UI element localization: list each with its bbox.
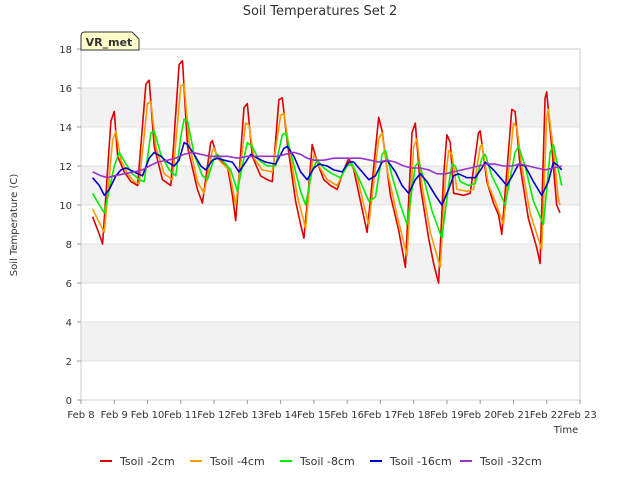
- x-tick-label: Feb 18: [397, 410, 431, 421]
- x-tick-label: Feb 10: [131, 410, 165, 421]
- y-tick-label: 2: [66, 357, 72, 368]
- legend-label: Tsoil -32cm: [479, 455, 542, 468]
- legend-label: Tsoil -2cm: [119, 455, 175, 468]
- y-tick-label: 4: [66, 318, 72, 329]
- grid-band: [81, 322, 580, 361]
- x-tick-label: Feb 23: [563, 410, 597, 421]
- series-line-tsoil-32cm: [92, 151, 562, 179]
- y-axis-label: Soil Temperature (C): [9, 174, 20, 277]
- x-tick-label: Feb 12: [197, 410, 231, 421]
- site-label-box: [80, 31, 140, 51]
- x-axis-label: Time: [553, 425, 578, 436]
- y-tick-label: 8: [66, 240, 72, 251]
- series-line-tsoil-2cm: [91, 59, 561, 284]
- legend-label: Tsoil -8cm: [299, 455, 355, 468]
- chart-title: Soil Temperatures Set 2: [243, 4, 398, 19]
- legend: Tsoil -2cm Tsoil -4cm Tsoil -8cm Tsoil -16c…: [100, 455, 542, 468]
- x-tick-label: Feb 17: [364, 410, 398, 421]
- grid-band: [81, 244, 580, 283]
- series-line-tsoil-16cm: [91, 141, 563, 206]
- site-label-text: VR_met: [86, 36, 133, 49]
- x-tick-label: Feb 19: [430, 410, 464, 421]
- y-tick-label: 0: [66, 396, 72, 407]
- x-tick-label: Feb 9: [101, 410, 128, 421]
- grid-band: [81, 88, 580, 127]
- x-tick-label: Feb 8: [67, 410, 94, 421]
- y-tick-label: 16: [59, 84, 72, 95]
- y-tick-label: 10: [59, 201, 72, 212]
- x-axis-ticks: Feb 8 Feb 9 Feb 10 Feb 11 Feb 12 Feb 13 Feb 14…: [67, 400, 597, 421]
- series-lines: [91, 59, 563, 284]
- site-label-badge: VR_met: [80, 31, 140, 51]
- x-tick-label: Feb 20: [463, 410, 497, 421]
- legend-label: Tsoil -16cm: [389, 455, 452, 468]
- y-tick-label: 14: [59, 123, 72, 134]
- x-tick-label: Feb 14: [264, 410, 298, 421]
- y-tick-label: 18: [59, 45, 72, 56]
- x-tick-label: Feb 22: [530, 410, 564, 421]
- x-tick-label: Feb 15: [297, 410, 331, 421]
- x-tick-label: Feb 16: [330, 410, 364, 421]
- y-tick-label: 6: [66, 279, 72, 290]
- x-tick-label: Feb 13: [231, 410, 265, 421]
- x-tick-label: Feb 11: [164, 410, 198, 421]
- y-tick-label: 12: [59, 162, 72, 173]
- series-line-tsoil-4cm: [91, 83, 561, 269]
- y-axis-ticks: 0 2 4 6 8 10 12 14 16 18: [59, 45, 81, 407]
- x-tick-label: Feb 21: [497, 410, 531, 421]
- legend-label: Tsoil -4cm: [209, 455, 265, 468]
- plot-frame: [80, 48, 581, 401]
